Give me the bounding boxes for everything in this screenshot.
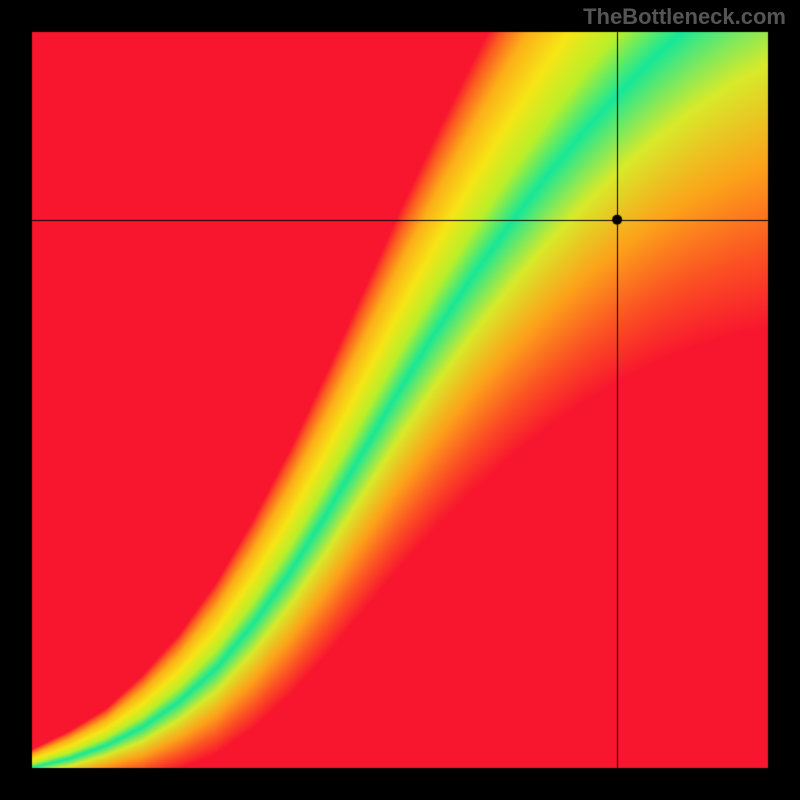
crosshair-overlay: [0, 0, 800, 800]
chart-container: TheBottleneck.com: [0, 0, 800, 800]
watermark-text: TheBottleneck.com: [583, 4, 786, 30]
